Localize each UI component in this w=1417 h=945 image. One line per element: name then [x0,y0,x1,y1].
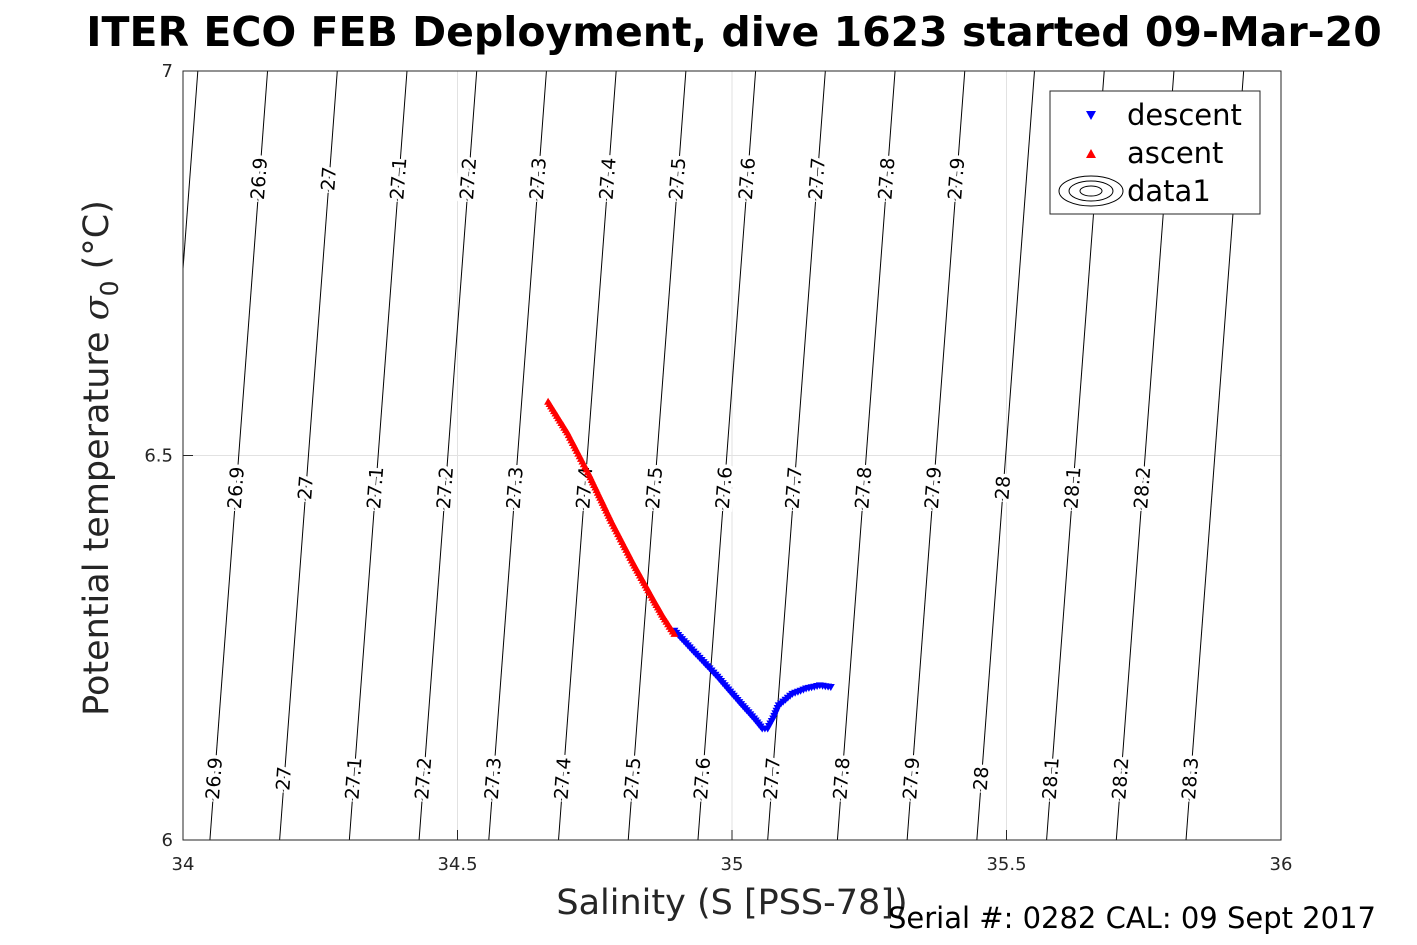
legend-data1-label: data1 [1127,174,1211,208]
y-axis-label-unit: (°C) [77,200,117,280]
contour-label-middle: 27.2 [433,466,458,510]
contour-label-upper: 27.5 [665,157,690,201]
contour-label-upper: 27.2 [456,157,481,201]
contour-label-lower: 27.6 [690,757,715,801]
contour-label-lower: 27.7 [760,757,785,801]
contour-label-lower: 27.4 [551,757,576,801]
y-axis-label-subscript: 0 [95,280,124,296]
density-contour-27.8 [836,71,896,840]
density-contour-28 [976,71,1035,840]
contour-label-upper: 27.6 [735,157,760,201]
density-contour-26.9 [209,71,269,840]
x-tick-label: 35 [721,854,744,875]
x-axis-label: Salinity (S [PSS-78]) [556,883,907,923]
contour-label-middle: 27.6 [712,466,737,510]
density-contours [183,71,1245,840]
x-tick-label: 36 [1270,854,1293,875]
contour-label-upper: 27.7 [805,157,830,201]
legend: descent ascent data1 [1049,90,1261,215]
legend-descent-label: descent [1127,98,1242,132]
density-contour-27.2 [418,71,478,840]
contour-label-lower: 28 [970,766,994,792]
y-tick-label: 6.5 [144,446,173,467]
contour-label-middle: 27.5 [642,466,667,510]
contour-label-middle: 27.3 [503,466,528,510]
density-contour-27.4 [558,71,617,840]
y-tick-label: 7 [162,61,173,82]
density-contour-26.8 [183,71,199,276]
contour-label-upper: 27.3 [526,157,551,201]
density-contour-labels: 26.9 27 27.1 27.2 27.3 27.4 27.5 27.6 27.7 27.8 27… [198,153,1206,804]
density-contour-27.6 [697,71,757,840]
contour-label-middle: 28.2 [1130,466,1155,510]
density-contour-27.3 [488,71,547,840]
contour-label-lower: 26.9 [202,757,227,801]
descent-point [826,684,835,691]
y-tick-label: 6 [162,830,173,851]
chart-title: ITER ECO FEB Deployment, dive 1623 start… [86,8,1381,56]
x-tick-label: 34.5 [437,854,477,875]
y-axis-label-sigma: σ [77,295,117,320]
legend-ascent-marker [1086,149,1096,158]
grid-lines [183,71,1281,840]
contour-label-middle: 27.8 [851,466,876,510]
density-contour-27.1 [348,71,408,840]
contour-label-lower: 28.1 [1039,757,1064,801]
y-axis-label: Potential temperature σ0 (°C) [77,200,124,716]
contour-label-lower: 27.3 [481,757,506,801]
density-contour-27.5 [627,71,687,840]
axes: 34 34.5 35 35.5 36 6 6.5 7 [144,61,1292,875]
contour-label-middle: 27.9 [921,466,946,510]
contour-label-lower: 27.2 [411,757,436,801]
legend-box [1049,90,1261,215]
contour-label-middle: 27 [294,475,318,501]
contour-label-middle: 27.7 [782,466,807,510]
contour-label-lower: 28.3 [1178,757,1203,801]
contour-label-middle: 28.1 [1060,466,1085,510]
x-tick-label: 35.5 [986,854,1026,875]
contour-label-middle: 26.9 [224,466,249,510]
legend-ascent-label: ascent [1127,136,1223,170]
contour-label-lower: 27.9 [899,757,924,801]
legend-descent-marker [1086,111,1096,120]
contour-label-upper: 26.9 [247,157,272,201]
contour-label-upper: 27.8 [874,157,899,201]
contour-label-lower: 27.5 [620,757,645,801]
serial-calibration-note: Serial #: 0282 CAL: 09 Sept 2017 [888,901,1376,935]
density-contour-27 [279,71,338,840]
x-tick-label: 34 [172,854,195,875]
contour-label-upper: 27.9 [944,157,969,201]
contour-label-lower: 28.2 [1108,757,1133,801]
y-axis-label-main: Potential temperature [77,320,117,716]
contour-label-lower: 27.8 [829,757,854,801]
contour-label-middle: 28 [991,475,1015,501]
legend-contour-marker [1058,175,1124,207]
contour-label-upper: 27.1 [386,157,411,201]
density-contour-27.9 [906,71,966,840]
contour-label-middle: 27.1 [363,466,388,510]
contour-label-lower: 27 [272,766,296,792]
data-series [544,397,835,733]
ascent-point [670,629,679,637]
contour-label-upper: 27 [317,166,341,192]
contour-label-upper: 27.4 [596,157,621,201]
contour-label-lower: 27.1 [341,757,366,801]
